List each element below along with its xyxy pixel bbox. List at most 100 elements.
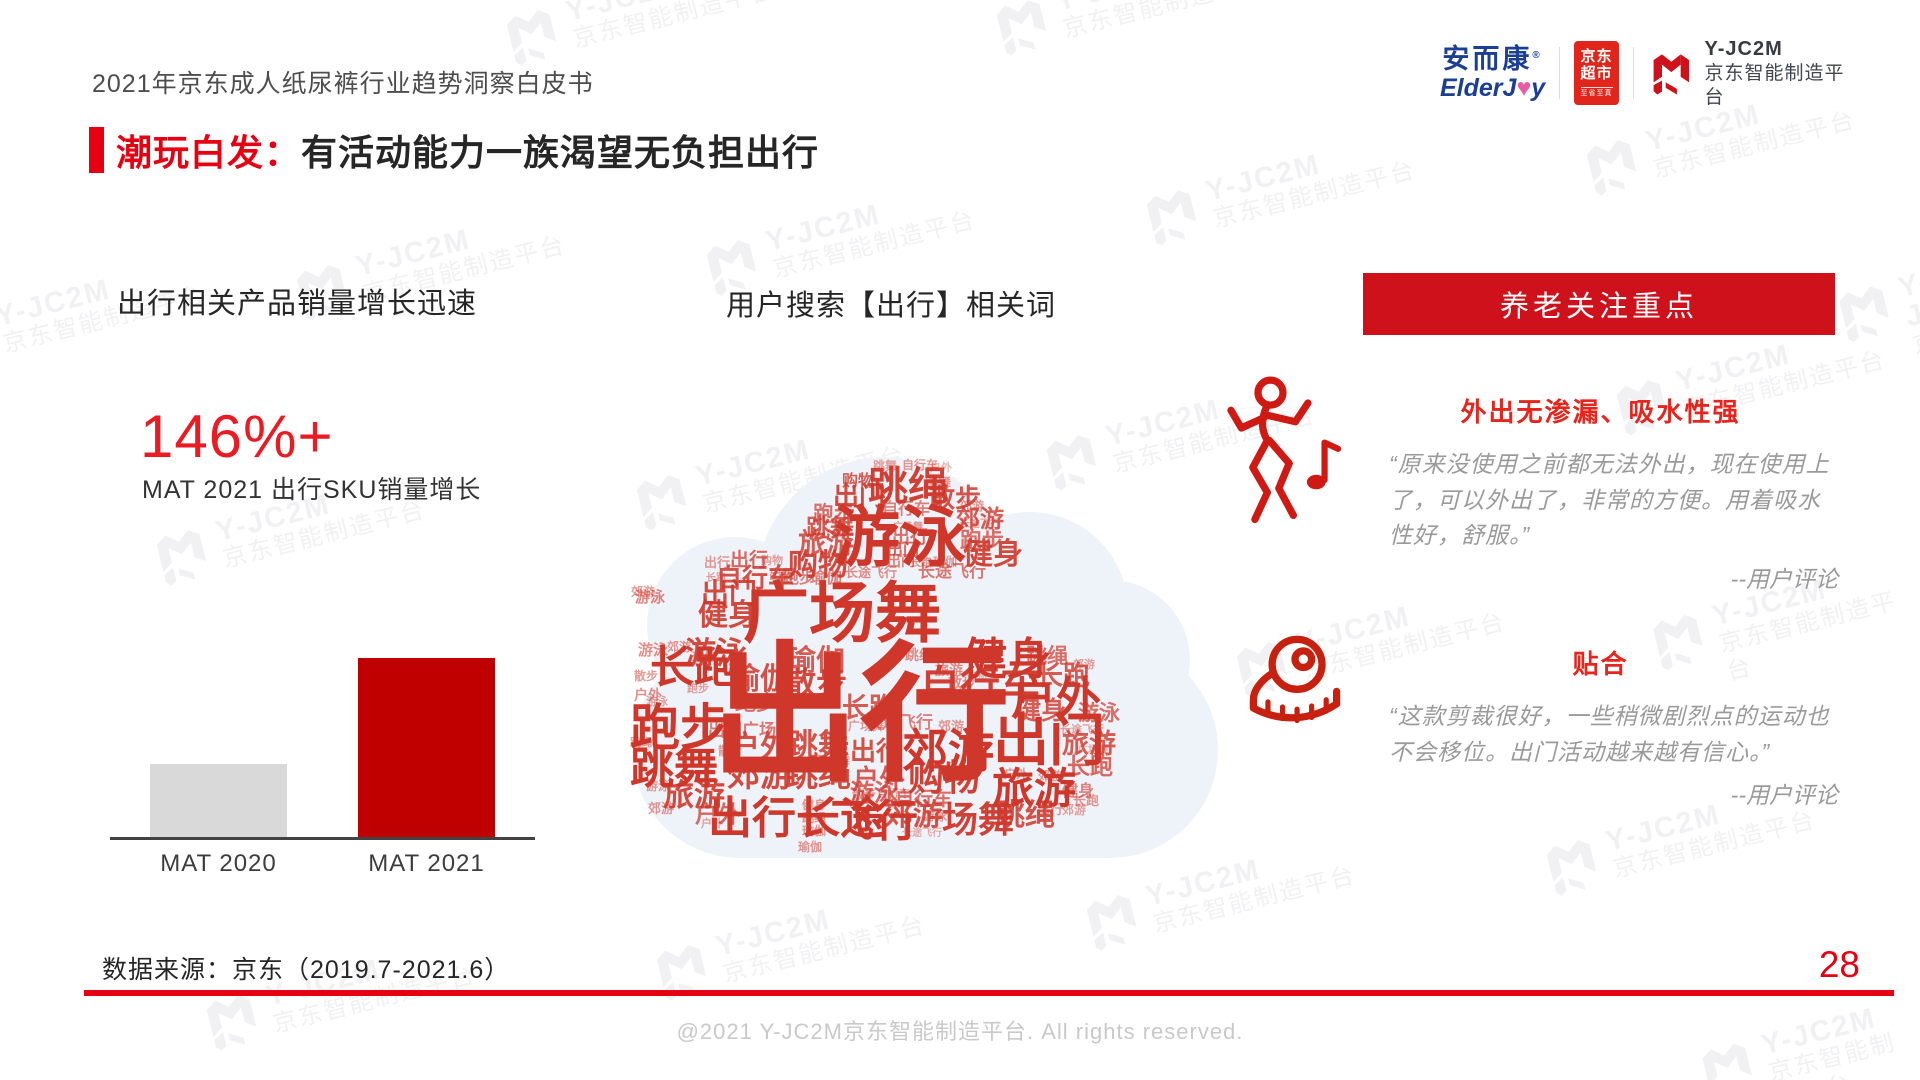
wordcloud-word: 健身 (963, 635, 1051, 684)
document-title: 2021年京东成人纸尿裤行业趋势洞察白皮书 (92, 70, 594, 98)
wordcloud-word: 自行车 (895, 789, 953, 810)
wordcloud-word: 出行 (892, 527, 928, 547)
wordcloud-word: 户外 (853, 764, 906, 794)
wordcloud-word: 健身 (963, 538, 1023, 571)
left-section-header: 出行相关产品销量增长迅速 (117, 288, 478, 320)
focus-banner-label: 养老关注重点 (1499, 291, 1698, 323)
wordcloud-word: 游泳 (638, 642, 669, 659)
wordcloud-word: 长途飞行 (918, 562, 986, 581)
wordcloud-word: 跳舞 (873, 459, 898, 473)
yjc2m-watermark-icon (1077, 885, 1147, 955)
wordcloud-word: 户外 (730, 731, 790, 764)
wordcloud-word: 户外 (1011, 673, 1102, 724)
registered-mark: ® (1532, 49, 1543, 61)
cloud-shape (632, 457, 1218, 858)
wordcloud-word: 跳舞 (806, 515, 854, 542)
x-axis-tick-label: MAT 2021 (368, 850, 485, 877)
wordcloud-word: 出行 (769, 567, 796, 582)
wordcloud-word: 跑步 (630, 700, 730, 756)
jd-supermarket-logo: 京东 超市 至省至真 (1574, 41, 1619, 105)
bar-mat-2020 (150, 764, 287, 837)
bar-chart: MAT 2020 MAT 2021 (110, 652, 540, 882)
wordcloud-word: 出门 (887, 553, 915, 569)
wordcloud-word: 跳绳 (802, 811, 827, 825)
wordcloud-word: 长跑 (650, 643, 738, 692)
yjc2m-watermark-icon (497, 0, 567, 70)
wordcloud-word: 跳绳 (868, 465, 948, 509)
logo-row: 安而康® ElderJ♥y 京东 超市 至省至真 Y-JC2M 京东智能制造平台 (1440, 38, 1860, 108)
wordcloud-word: 长途飞行 (960, 519, 1000, 530)
watermark: Y-JC2M京东智能制造平台 (497, 0, 779, 72)
wordcloud-word: 自行车 (716, 563, 795, 593)
wordcloud-word: 自行车 (882, 501, 931, 518)
quote-attribution: --用户评论 (1730, 782, 1838, 809)
wordcloud-word: 出行 (710, 631, 1011, 799)
wordcloud-word: 郊游 (883, 799, 943, 832)
wordcloud-word: 长跑 (842, 693, 896, 723)
wordcloud-word: 跳绳 (1026, 645, 1068, 668)
wordcloud-word: 跑步 (687, 683, 709, 695)
wordcloud-word: 散步 (785, 666, 847, 701)
insight-heading: 外出无渗漏、吸水性强 (1460, 397, 1741, 427)
yjc2m-logo: Y-JC2M 京东智能制造平台 (1648, 37, 1860, 110)
wordcloud-word: 瑜伽 (810, 570, 843, 587)
wordcloud-word: 户外 (695, 801, 741, 827)
quote-attribution: --用户评论 (1730, 565, 1838, 592)
wordcloud-word: 瑜伽 (692, 650, 717, 664)
wordcloud-word: 跑步 (783, 570, 816, 587)
title-block: 潮玩白发：有活动能力一族渴望无负担出行 (89, 124, 819, 176)
wordcloud-word: 跳绳 (905, 647, 933, 663)
wordcloud-word: 长跑 (910, 557, 932, 569)
wordcloud-word: 出行 (704, 555, 731, 570)
wordcloud-word: 广场舞 (743, 576, 941, 650)
wordcloud-word: 郊游 (727, 756, 793, 793)
word-cloud: 跳舞 自行车 户外 购物 出门 跳绳 跳舞 散步 自行车 郊游 郊游 游泳 跑步 跳舞 旅游 购物 出行 广场舞出… (630, 450, 1220, 860)
wordcloud-word: 散步 (929, 483, 982, 513)
wordcloud-word: 购物 (967, 671, 987, 682)
footer-divider-line (84, 990, 1894, 996)
yjc2m-watermark-icon (1137, 180, 1207, 250)
wordcloud-word: 长途飞行 (865, 713, 933, 732)
wordcloud-word: 瑜伽 (933, 555, 958, 569)
wordcloud-word: 出门 (701, 578, 758, 609)
heart-icon: ♥ (1516, 73, 1532, 102)
yjc2m-subtitle: 京东智能制造平台 (1704, 62, 1845, 108)
wordcloud-word: 游泳 (685, 636, 747, 671)
wordcloud-word: 出行长途 (708, 794, 884, 843)
wordcloud-word: 长跑 (1073, 793, 1100, 808)
wordcloud-word: 长途飞行 (1060, 724, 1104, 736)
wordcloud-word: 郊游 (667, 640, 692, 654)
wordcloud-word: 飞行 (830, 797, 918, 846)
wordcloud-word: 游泳 (923, 809, 948, 823)
yjc2m-watermark-icon (1829, 277, 1899, 347)
insight-block-2: 贴合 “这款剪裁很好，一些稍微剧烈点的运动也不会移位。出门活动越来越有信心。” … (1363, 644, 1838, 810)
logo-divider (1632, 47, 1634, 99)
wordcloud-word: 游泳 (850, 780, 898, 807)
growth-caption: MAT 2021 出行SKU销量增长 (142, 476, 482, 504)
bar-chart-plot (110, 652, 540, 837)
wordcloud-word: 游泳 (834, 500, 966, 574)
wordcloud-word: 跑步 (735, 692, 777, 715)
wordcloud-word: 散步 (718, 744, 743, 758)
wordcloud-word: 长途飞行 (845, 565, 898, 580)
wordcloud-word: 游泳 (1078, 702, 1120, 725)
wordcloud-word: 广场舞 (848, 719, 885, 733)
copyright-footer: @2021 Y-JC2M京东智能制造平台. All rights reserve… (676, 1019, 1244, 1044)
wordcloud-word: 长跑 (1067, 753, 1113, 779)
user-quote: “这款剪裁很好，一些稍微剧烈点的运动也不会移位。出门活动越来越有信心。” (1389, 703, 1830, 765)
wordcloud-word: 出门 (887, 542, 920, 559)
wordcloud-word: 游泳 (646, 696, 668, 708)
wordcloud-word: 郊游 (648, 801, 675, 816)
user-quote: “原来没使用之前都无法外出，现在使用上了，可以外出了，非常的方便。用着吸水性好，… (1389, 451, 1830, 549)
wordcloud-word: 跳绳 (995, 799, 1055, 832)
dancing-person-icon (1227, 376, 1342, 524)
title-accent-bar (89, 127, 104, 173)
jd-logo-line2: 超市 (1580, 65, 1613, 83)
wordcloud-word: 长途飞行 (902, 828, 942, 839)
wordcloud-word: 旅游 (798, 528, 855, 559)
wordcloud-word: 跳舞 (787, 728, 849, 763)
wordcloud-word: 户外 (1004, 767, 1029, 781)
wordcloud-word: 郊游 (1073, 659, 1095, 671)
wordcloud-word: 户外 (701, 818, 723, 830)
